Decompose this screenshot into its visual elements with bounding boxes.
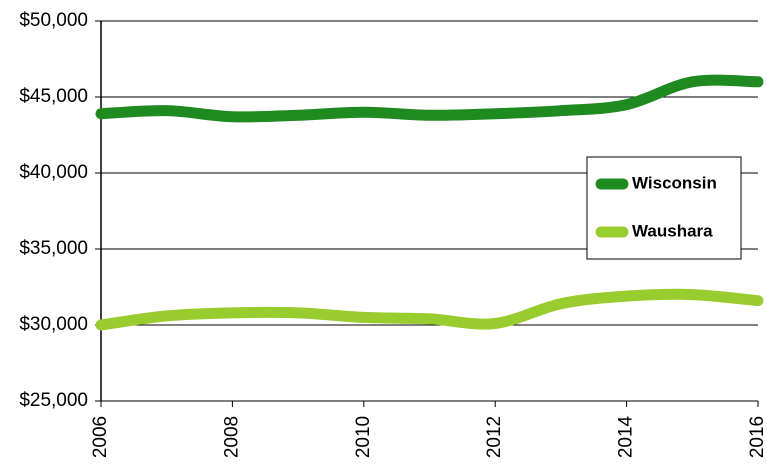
x-tick-label: 2006 <box>90 416 111 458</box>
series-line <box>95 288 764 331</box>
y-tick-label: $45,000 <box>19 86 88 107</box>
x-tick-label: 2010 <box>353 416 374 458</box>
y-tick-label: $25,000 <box>19 390 88 411</box>
y-tick-label: $35,000 <box>19 238 88 259</box>
series-line <box>95 74 764 123</box>
legend-label: Wisconsin <box>632 173 717 192</box>
x-tick-label: 2008 <box>221 416 242 458</box>
x-tick-label: 2012 <box>484 416 505 458</box>
y-tick-label: $50,000 <box>19 10 88 31</box>
x-tick-label: 2014 <box>616 415 637 458</box>
y-tick-label: $40,000 <box>19 162 88 183</box>
legend-label: Waushara <box>632 221 713 240</box>
legend-box <box>586 156 742 260</box>
y-tick-label: $30,000 <box>19 314 88 335</box>
x-tick-label: 2016 <box>747 416 767 458</box>
